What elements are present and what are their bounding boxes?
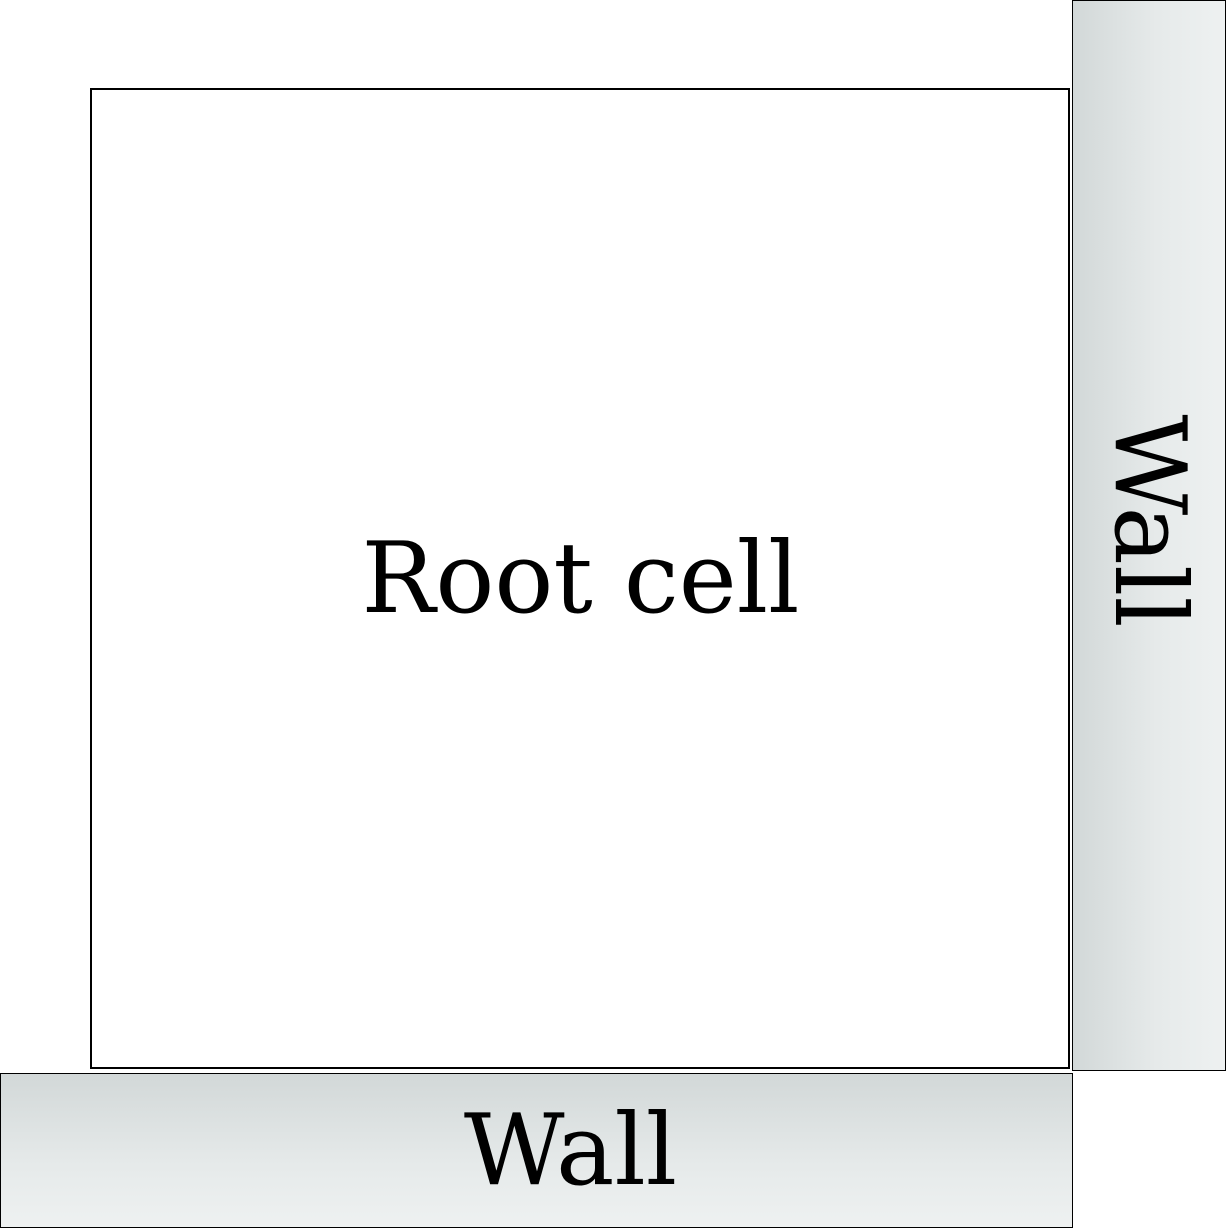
root-cell-box: Root cell bbox=[90, 88, 1070, 1069]
bottom-wall-label: Wall bbox=[463, 1093, 678, 1208]
root-cell-label: Root cell bbox=[361, 521, 800, 636]
bottom-wall: Wall bbox=[0, 1073, 1073, 1228]
right-wall: Wall bbox=[1072, 0, 1226, 1071]
right-wall-label: Wall bbox=[1092, 414, 1206, 628]
